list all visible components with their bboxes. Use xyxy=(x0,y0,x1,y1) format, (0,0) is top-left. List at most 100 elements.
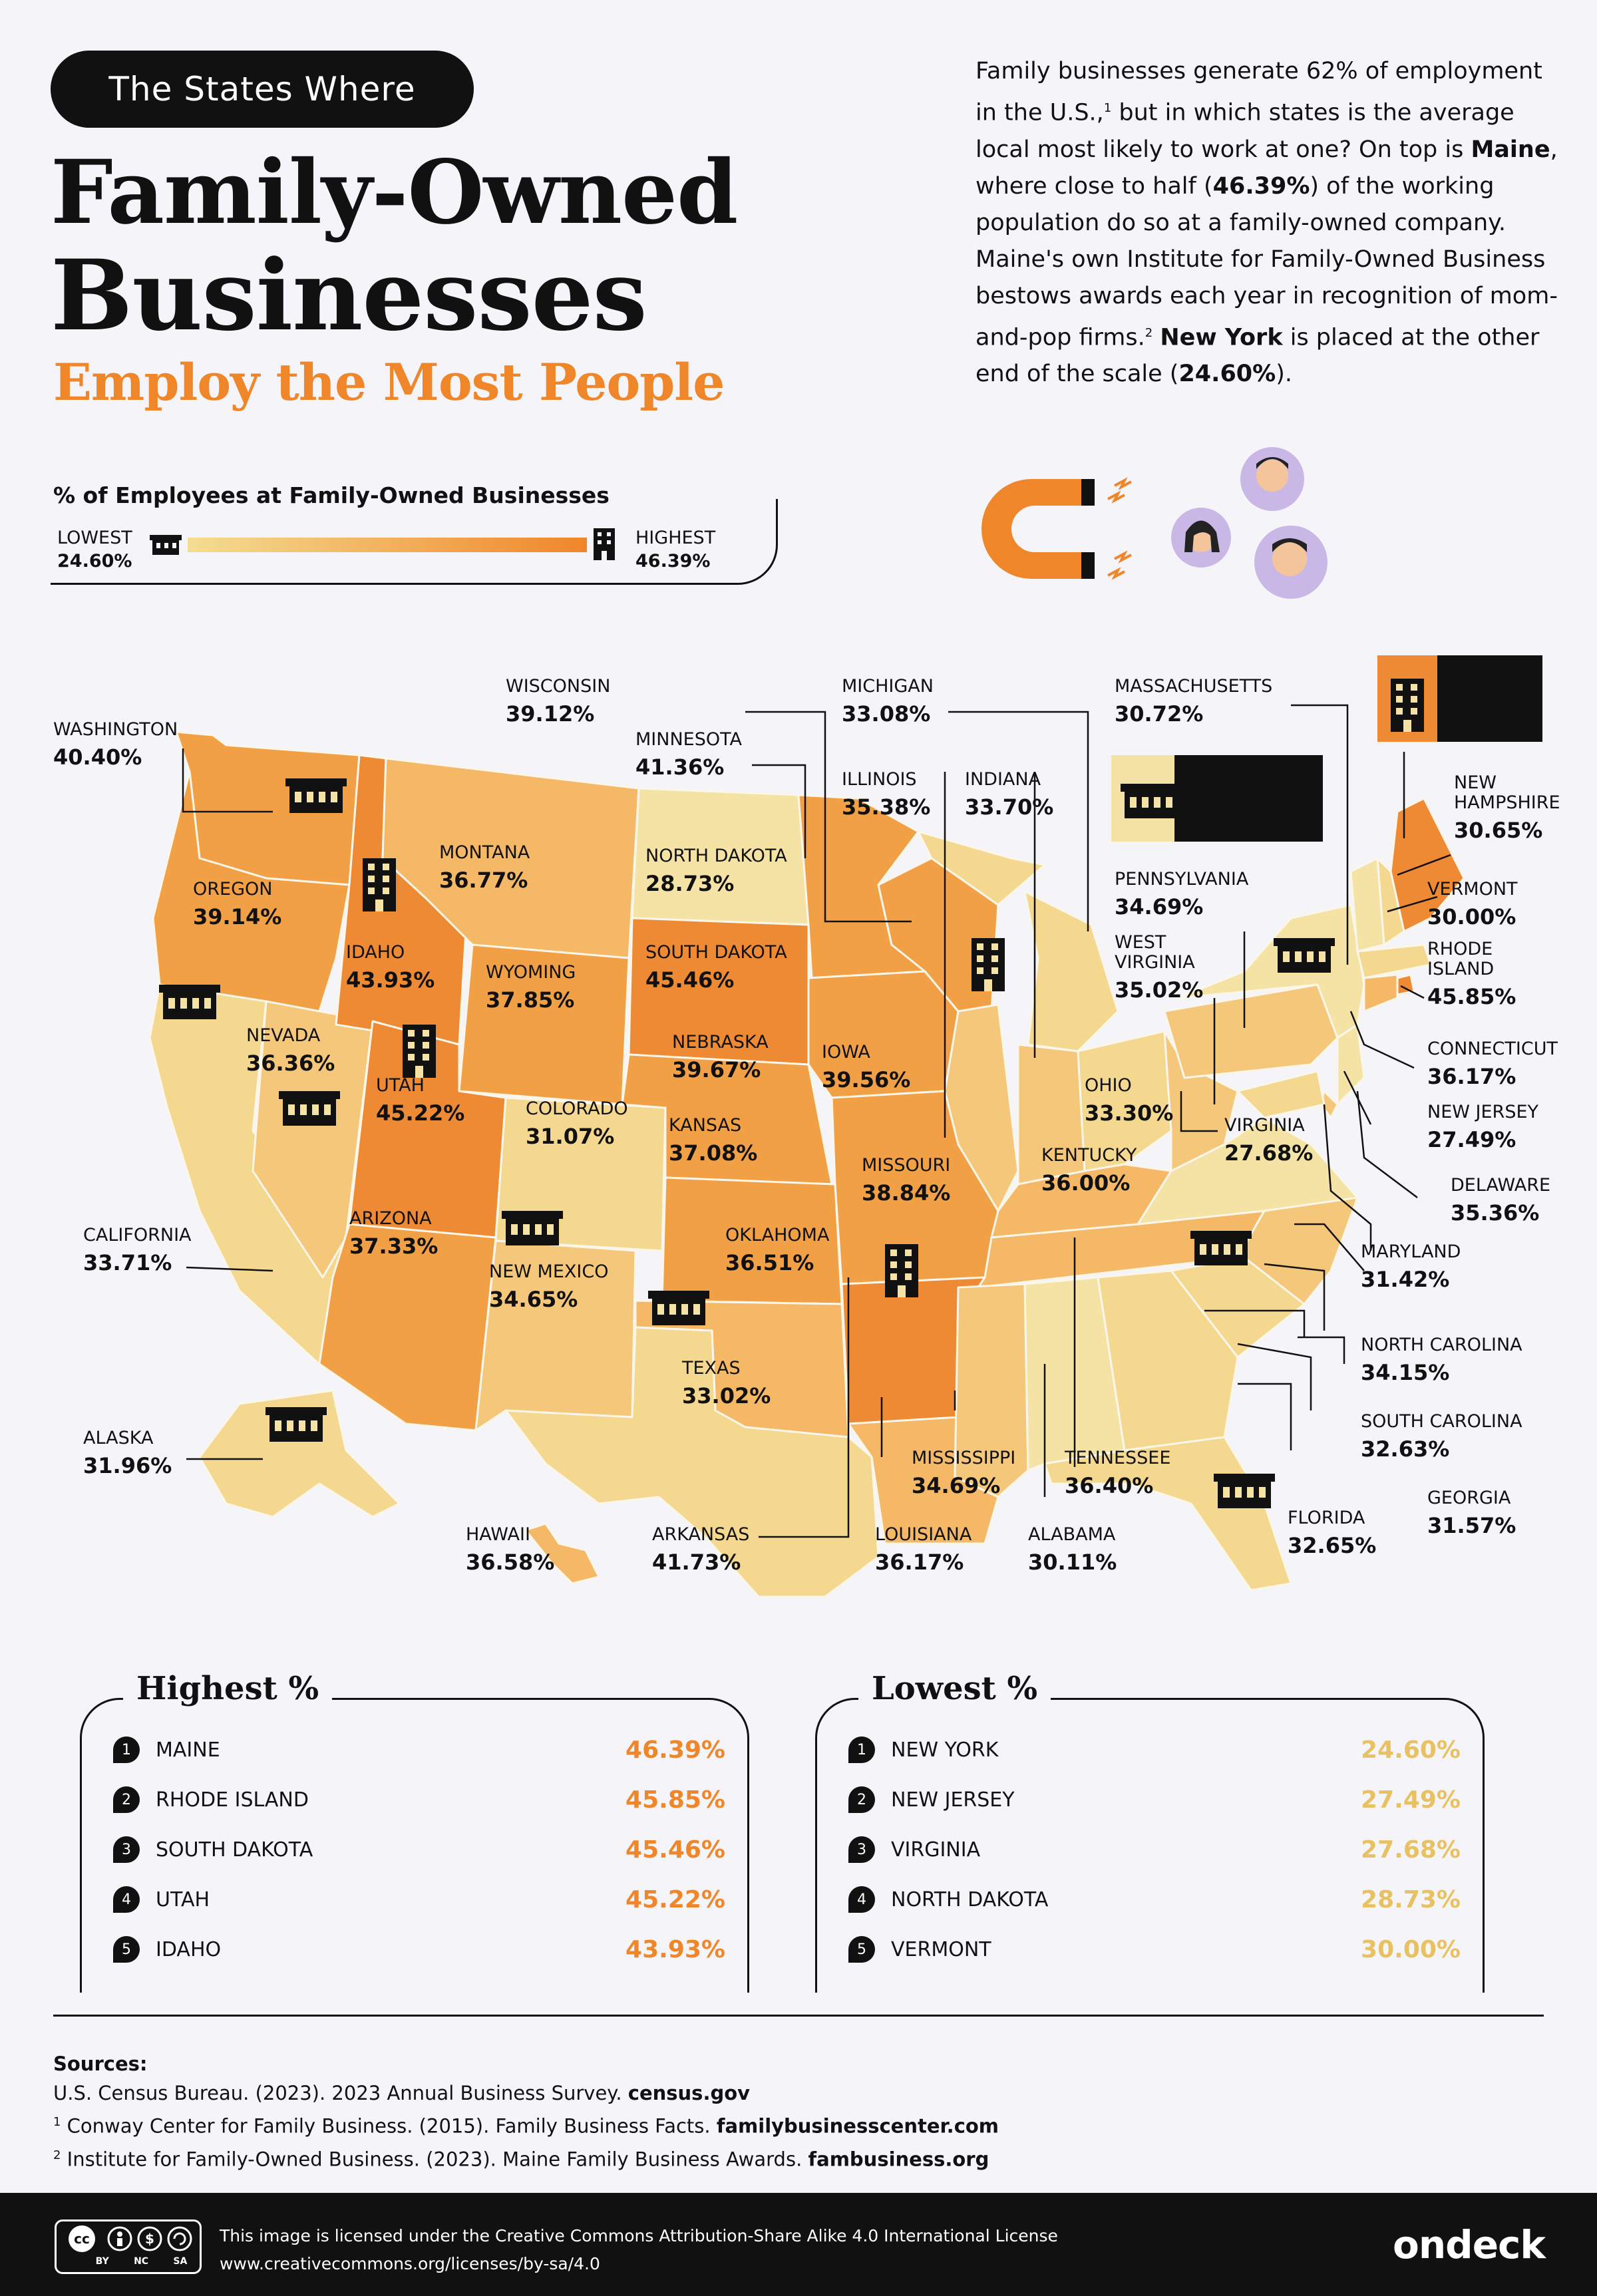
rank-badge: 2 xyxy=(113,1786,140,1813)
state-name: NORTH DAKOTA xyxy=(891,1887,1049,1911)
table-row: 5 VERMONT 30.00% xyxy=(848,1926,1461,1973)
state-value-label: 32.63% xyxy=(1361,1436,1449,1462)
sources-heading: Sources: xyxy=(53,2052,148,2075)
state-name: SOUTH DAKOTA xyxy=(156,1838,313,1862)
state-name-label: UTAH xyxy=(376,1075,425,1096)
state-value-label: 32.65% xyxy=(1288,1533,1376,1558)
intro-part: but in which states is the average local… xyxy=(976,99,1514,163)
state-georgia xyxy=(1097,1269,1239,1452)
state-name-label: WEST xyxy=(1115,932,1166,953)
rank-badge: 5 xyxy=(848,1936,875,1963)
legend-high: HIGHEST 46.39% xyxy=(635,526,715,572)
tower-icon xyxy=(972,938,1005,991)
intro-part: Family businesses generate 62% of employ… xyxy=(976,58,1542,126)
rank-badge: 4 xyxy=(113,1886,140,1913)
state-alaska xyxy=(198,1389,401,1518)
map-labels: WASHINGTON 40.40% OREGON 39.14% CALIFORNIA 33… xyxy=(53,669,1560,1575)
building-icon xyxy=(502,1211,563,1245)
avatar-hair xyxy=(1256,457,1288,469)
state-name: NEW JERSEY xyxy=(891,1788,1015,1812)
rank-badge: 2 xyxy=(848,1786,875,1813)
state-name-label: WYOMING xyxy=(486,962,576,983)
rank-badge: 1 xyxy=(848,1736,875,1763)
cc-nc-label: NC xyxy=(134,2256,149,2267)
state-name-label: HAMPSHIRE xyxy=(1454,792,1560,813)
state-name-label: ALASKA xyxy=(83,1428,154,1448)
state-percentage: 45.85% xyxy=(625,1786,725,1814)
state-name-label: NEW xyxy=(1454,772,1497,793)
state-value-label: 33.02% xyxy=(682,1383,771,1408)
state-value-label: 37.85% xyxy=(486,987,574,1013)
source-link[interactable]: fambusiness.org xyxy=(808,2148,989,2171)
state-percentage: 24.60% xyxy=(1361,1736,1461,1764)
state-value-label: 34.15% xyxy=(1361,1360,1449,1385)
intro-part: ). xyxy=(1276,361,1293,388)
state-name-label: ARIZONA xyxy=(349,1208,432,1229)
legend-gradient-bar xyxy=(188,538,587,552)
state-value-label: 36.00% xyxy=(1041,1170,1130,1196)
source-link[interactable]: familybusinesscenter.com xyxy=(716,2114,999,2138)
state-name-label: KANSAS xyxy=(669,1115,741,1136)
state-name-label: MISSOURI xyxy=(862,1155,950,1176)
license-text: This image is licensed under the Creativ… xyxy=(220,2222,1058,2278)
state-name-label: NORTH CAROLINA xyxy=(1361,1335,1522,1355)
state-value-label: 30.11% xyxy=(1028,1550,1117,1575)
state-name-label: ALABAMA xyxy=(1028,1524,1116,1545)
maine-callout-dark xyxy=(1437,655,1542,742)
intro-part: is placed at the other end of the scale … xyxy=(976,324,1540,388)
source-3: 2 Institute for Family-Owned Business. (… xyxy=(53,2141,999,2174)
legend-title: % of Employees at Family-Owned Businesse… xyxy=(53,482,610,508)
intro-part: , where close to half ( xyxy=(976,136,1558,200)
svg-text:$: $ xyxy=(145,2231,154,2247)
state-value-label: 45.85% xyxy=(1427,984,1516,1009)
state-name: MAINE xyxy=(156,1738,220,1762)
state-value-label: 35.02% xyxy=(1115,977,1203,1003)
footnote-ref: 2 xyxy=(53,2148,61,2162)
state-name-label: VERMONT xyxy=(1427,879,1518,900)
cc-license-badge[interactable]: cc $ BY NC SA xyxy=(55,2219,202,2274)
table-row: 4 NORTH DAKOTA 28.73% xyxy=(848,1876,1461,1923)
building-icon xyxy=(1274,938,1335,973)
state-name-label: SOUTH DAKOTA xyxy=(645,942,787,963)
state-value-label: 37.33% xyxy=(349,1233,438,1259)
state-value-label: 45.22% xyxy=(376,1100,464,1126)
table-row: 3 VIRGINIA 27.68% xyxy=(848,1826,1461,1873)
building-icon xyxy=(279,1091,340,1126)
intro-text: Family businesses generate 62% of employ… xyxy=(976,53,1561,393)
state-pennsylvania xyxy=(1163,983,1339,1079)
state-value-label: 40.40% xyxy=(53,744,142,770)
license-url[interactable]: www.creativecommons.org/licenses/by-sa/4… xyxy=(220,2254,600,2273)
state-name-label: WASHINGTON xyxy=(53,719,178,740)
state-hawaii xyxy=(524,1522,600,1585)
newyork-callout-dark xyxy=(1174,755,1323,842)
source-link[interactable]: census.gov xyxy=(627,2082,751,2104)
ondeck-logo[interactable]: ondeck xyxy=(1393,2222,1546,2267)
state-value-label: 35.36% xyxy=(1451,1200,1539,1226)
avatar-face xyxy=(1256,460,1288,492)
tall-building-icon xyxy=(594,528,615,560)
state-value-label: 45.46% xyxy=(645,967,734,993)
state-value-label: 36.17% xyxy=(1427,1064,1516,1089)
title-line-2: Businesses xyxy=(51,239,647,353)
small-building-icon xyxy=(150,535,182,555)
attraction-lines-icon xyxy=(1107,477,1132,580)
state-value-label: 31.57% xyxy=(1427,1513,1516,1538)
cc-labels: BY NC SA xyxy=(57,2256,200,2267)
intro-maine-pct: 46.39% xyxy=(1212,172,1310,200)
state-name-label: MARYLAND xyxy=(1361,1241,1461,1262)
table-row: 2 RHODE ISLAND 45.85% xyxy=(113,1776,725,1823)
footer: cc $ BY NC SA This image is licensed und… xyxy=(0,2193,1597,2296)
rank-badge: 1 xyxy=(113,1736,140,1763)
legend-high-value: 46.39% xyxy=(635,551,711,572)
state-value-label: 39.56% xyxy=(822,1067,910,1092)
nc-icon xyxy=(137,2226,162,2251)
state-percentage: 43.93% xyxy=(625,1935,725,1963)
footnote-ref: 2 xyxy=(1145,325,1153,340)
state-value-label: 33.70% xyxy=(965,794,1053,820)
state-name-label: DELAWARE xyxy=(1451,1175,1550,1196)
state-name-label: KENTUCKY xyxy=(1041,1145,1137,1166)
magnet-icon xyxy=(981,479,1085,579)
state-name-label: VIRGINIA xyxy=(1115,952,1195,973)
intro-part: ) of the working population do so at a f… xyxy=(976,172,1558,351)
state-value-label: 31.96% xyxy=(83,1453,172,1478)
